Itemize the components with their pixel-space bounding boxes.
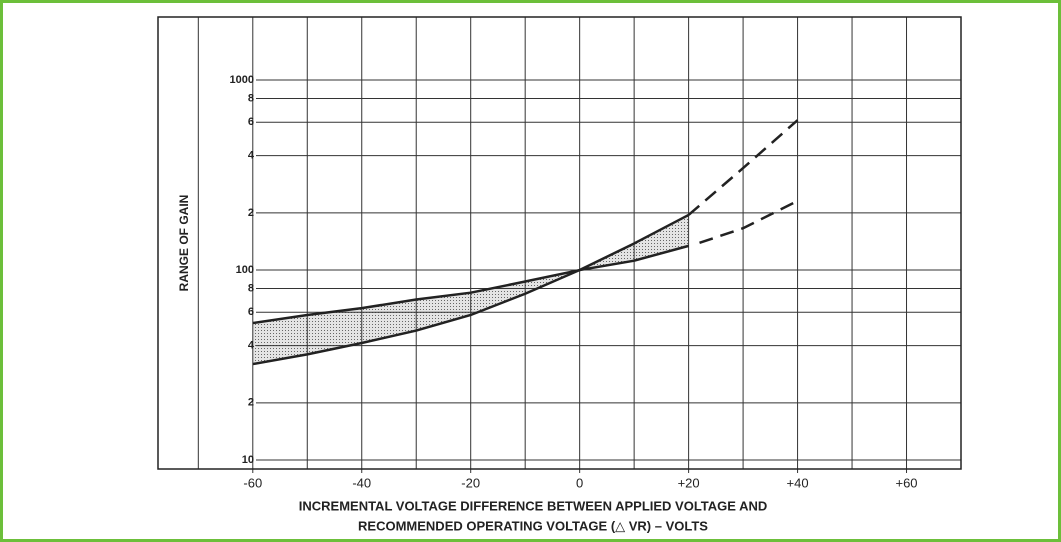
y-tick-label: 100	[236, 264, 254, 276]
x-tick-label: +60	[895, 475, 917, 490]
y-tick-label: 10	[242, 454, 254, 466]
y-tick-label: 8	[248, 92, 254, 104]
chart: RANGE OF GAIN INCREMENTAL VOLTAGE DIFFER…	[157, 16, 962, 533]
y-axis-label: RANGE OF GAIN	[177, 195, 191, 292]
x-tick-label: -40	[352, 475, 371, 490]
x-tick-label: -20	[461, 475, 480, 490]
x-tick-label: 0	[576, 475, 583, 490]
plot-frame	[157, 16, 962, 470]
x-tick-label: -60	[243, 475, 262, 490]
curve	[699, 199, 799, 245]
y-tick-label: 4	[248, 340, 255, 352]
y-tick-label: 6	[248, 116, 254, 128]
y-tick-label: 6	[248, 306, 254, 318]
y-tick-label: 1000	[230, 74, 254, 86]
curve	[687, 119, 799, 216]
y-tick-label: 2	[248, 207, 254, 219]
x-tick-label: +40	[787, 475, 809, 490]
y-tick-label: 4	[248, 150, 255, 162]
curve	[252, 213, 690, 325]
y-tick-label: 2	[248, 397, 254, 409]
x-axis-label: RECOMMENDED OPERATING VOLTAGE (△ VR) – V…	[358, 518, 708, 533]
y-tick-label: 8	[248, 282, 254, 294]
curve	[252, 244, 689, 366]
x-tick-label: +20	[678, 475, 700, 490]
x-axis-label: INCREMENTAL VOLTAGE DIFFERENCE BETWEEN A…	[299, 498, 768, 513]
